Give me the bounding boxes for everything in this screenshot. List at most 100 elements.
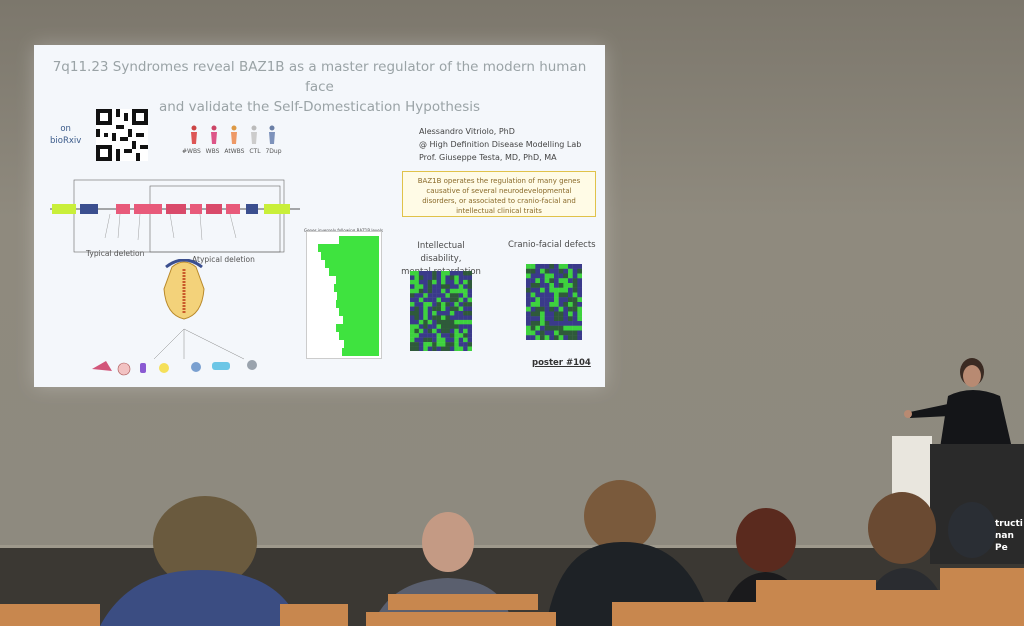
heatmap-cell (544, 321, 550, 326)
heatmap-cell (467, 271, 472, 276)
heatmap-cell (445, 275, 451, 281)
heatmap-cell (544, 306, 550, 312)
gene-bar (336, 276, 379, 284)
heatmap-cell (414, 297, 420, 303)
heatmap-cell (526, 287, 531, 293)
heatmap-cell (568, 335, 573, 340)
heatmap-cell (530, 292, 536, 298)
heatmap-cell (554, 325, 559, 331)
heatmap-cell (449, 275, 455, 281)
heatmap-cell (432, 346, 437, 351)
heatmap-cell (568, 311, 573, 317)
heatmap-cell (445, 288, 451, 294)
heatmap-cell (458, 328, 464, 334)
heatmap-cell (463, 311, 468, 316)
heatmap-cell (526, 335, 531, 340)
heatmap-cell (530, 302, 536, 307)
heatmap-cell (418, 328, 424, 334)
heatmap-cell (410, 284, 415, 289)
heatmap-cell (458, 271, 464, 276)
heatmap-cell (544, 278, 550, 284)
heatmap-cell (423, 302, 428, 307)
gene-bar (329, 268, 379, 276)
heatmap-cell (418, 324, 424, 329)
heatmap-cell (427, 293, 433, 298)
heatmap-cell (423, 315, 428, 321)
heatmap-cell (414, 315, 420, 321)
heatmap-cell (410, 337, 415, 343)
note-box: BAZ1B operates the regulation of many ge… (402, 171, 596, 217)
heatmap-cell (558, 325, 564, 331)
heatmap-cell (554, 297, 559, 303)
heatmap-cell (467, 333, 472, 338)
heatmap-cell (423, 306, 428, 312)
heatmap-cell (467, 337, 472, 343)
heatmap-cell (454, 333, 459, 338)
heatmap-cell (526, 283, 531, 288)
heatmap-cell (445, 337, 451, 343)
heatmap-cell (418, 284, 424, 289)
heatmap-cell (432, 297, 437, 303)
heatmap-cell (544, 311, 550, 317)
heatmap-cell (423, 319, 428, 325)
heatmap-cell (441, 315, 446, 321)
heatmap-cell (530, 287, 536, 293)
heatmap-cell (540, 268, 545, 274)
heatmap-cell (530, 321, 536, 326)
heatmap-cell (554, 335, 559, 340)
heatmap-cell (423, 271, 428, 276)
heatmap-cell (414, 279, 420, 285)
heatmap-cell (554, 316, 559, 322)
heatmap-cell (554, 268, 559, 274)
heatmap-cell (463, 328, 468, 334)
heatmap-cell (535, 297, 541, 303)
heatmap-cell (549, 297, 555, 303)
heatmap-cell (418, 346, 424, 351)
heatmap-cell (423, 275, 428, 281)
heatmap-cell (427, 297, 433, 303)
heatmap-cell (463, 324, 468, 329)
heatmap-cell (540, 283, 545, 288)
heatmap-cell (577, 321, 582, 326)
heatmap-cell (535, 306, 541, 312)
heatmap-cell (441, 311, 446, 316)
heatmap-cell (423, 337, 428, 343)
heatmap-cell (410, 315, 415, 321)
heatmap-cell (549, 321, 555, 326)
podium-text: tructi nan Pe (995, 518, 1024, 554)
heatmap-cell (563, 325, 569, 331)
heatmap-cell (563, 302, 569, 307)
heatmap-cell (427, 288, 433, 294)
heatmap-cell (454, 342, 459, 347)
heatmap-cell (563, 283, 569, 288)
heatmap-cell (463, 297, 468, 303)
heatmap-cell (449, 302, 455, 307)
heatmap-cell (530, 283, 536, 288)
heatmap-cell (449, 306, 455, 312)
presentation-slide: 7q11.23 Syndromes reveal BAZ1B as a mast… (34, 45, 605, 387)
heatmap-cell (467, 342, 472, 347)
heatmap-cell (530, 297, 536, 303)
heatmap-cell (418, 333, 424, 338)
heatmap-cell (458, 297, 464, 303)
heatmap-cell (454, 297, 459, 303)
heatmap-intellectual (410, 271, 472, 351)
heatmap-cell (427, 319, 433, 325)
heatmap-cell (418, 311, 424, 316)
heatmap-cell (418, 293, 424, 298)
heatmap-cell (568, 268, 573, 274)
heatmap-cell (535, 264, 541, 269)
heatmap-cell (427, 328, 433, 334)
heatmap-cell (535, 321, 541, 326)
heatmap-cell (549, 335, 555, 340)
heatmap-cell (535, 283, 541, 288)
heatmap-cell (441, 297, 446, 303)
heatmap-cell (449, 288, 455, 294)
atypical-deletion-label: Atypical deletion (192, 255, 255, 264)
person-icon-2 (211, 125, 217, 144)
heatmap-cell (454, 288, 459, 294)
heatmap-cell (526, 306, 531, 312)
heatmap-cell (414, 328, 420, 334)
biorxiv-label-on: on (60, 124, 71, 134)
heatmap-cell (436, 324, 442, 329)
